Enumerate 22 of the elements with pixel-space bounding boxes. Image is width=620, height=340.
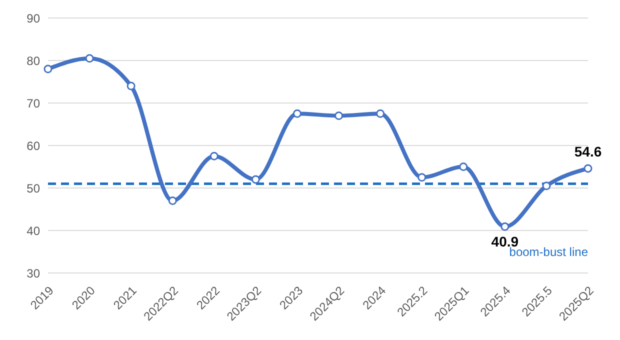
point (126, 82, 136, 90)
point (376, 109, 385, 118)
y-tick-label: 40 (26, 224, 40, 238)
point (542, 182, 551, 190)
y-tick-label: 70 (26, 96, 40, 110)
y-tick-label: 60 (26, 138, 40, 153)
point (584, 164, 592, 173)
y-tick-label: 50 (26, 181, 40, 196)
point (168, 196, 177, 205)
point (500, 222, 510, 231)
y-tick-label: 80 (26, 54, 40, 68)
point (210, 152, 218, 160)
y-tick-label: 30 (26, 266, 40, 280)
point (418, 173, 426, 182)
point (292, 109, 302, 118)
point (85, 54, 94, 63)
point (251, 175, 260, 184)
point (44, 64, 52, 74)
point (459, 162, 468, 171)
y-tick-label: 90 (26, 11, 40, 26)
point (334, 112, 344, 120)
data-label: 54.6 (574, 143, 602, 160)
